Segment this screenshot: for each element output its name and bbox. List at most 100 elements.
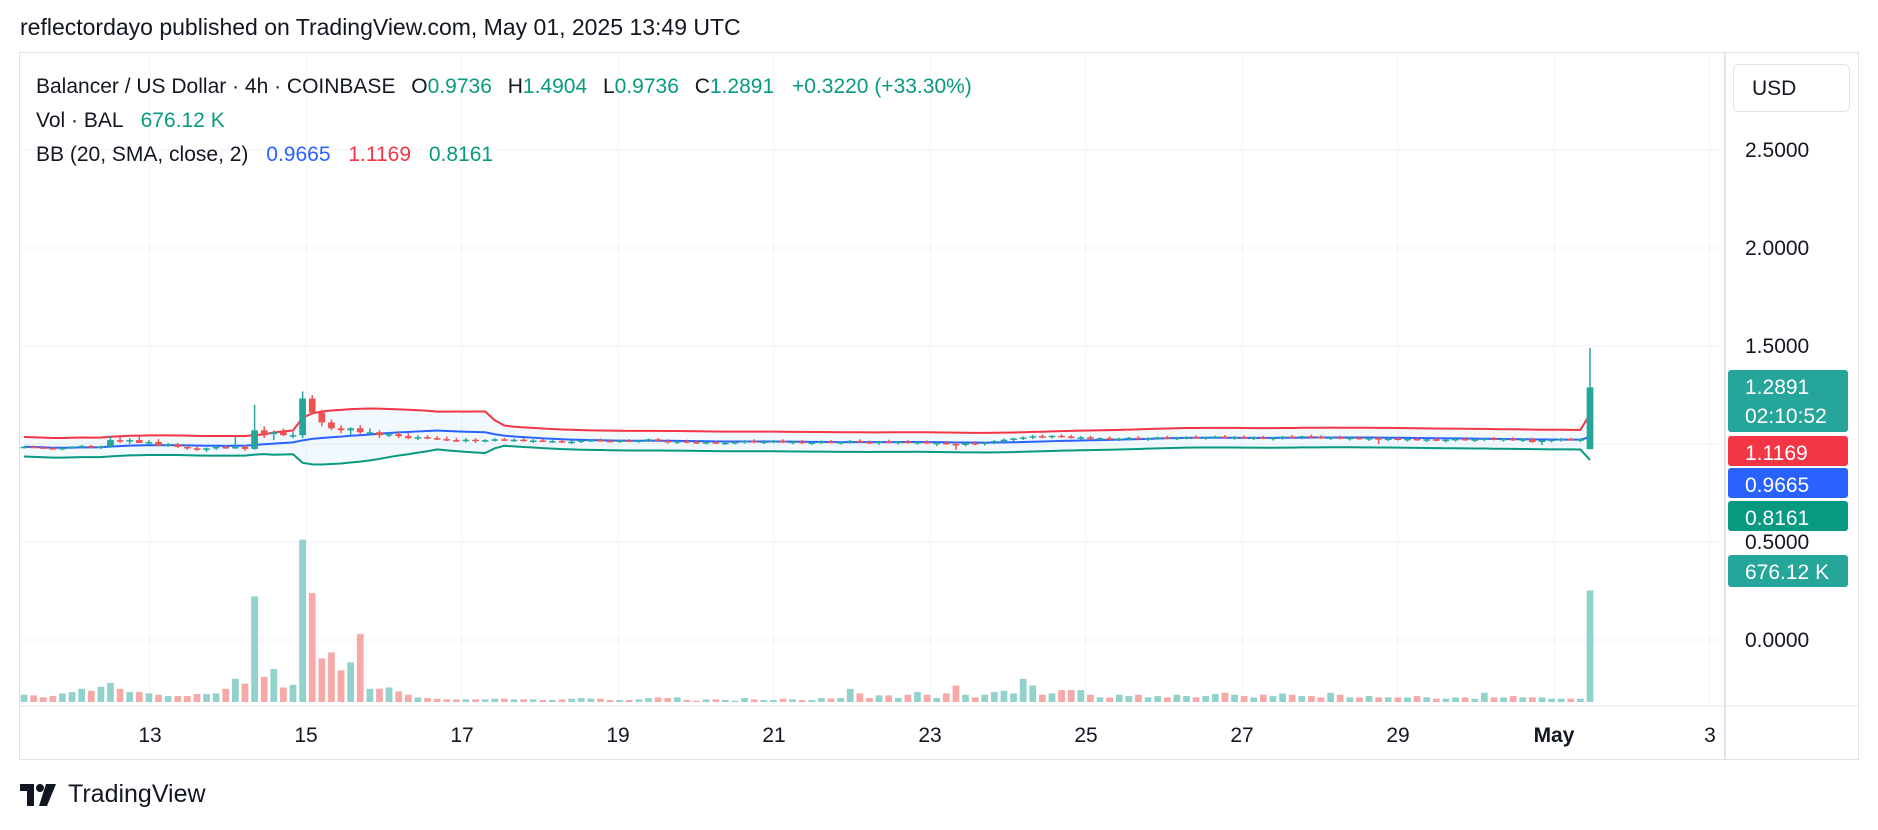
candle-body[interactable] bbox=[376, 432, 383, 436]
candle-body[interactable] bbox=[1173, 437, 1181, 440]
candle-body[interactable] bbox=[1452, 438, 1459, 441]
candle-body[interactable] bbox=[443, 439, 451, 441]
candle-body[interactable] bbox=[558, 441, 566, 443]
candle-body[interactable] bbox=[606, 440, 614, 443]
candle-body[interactable] bbox=[1135, 437, 1142, 440]
candle-body[interactable] bbox=[952, 444, 960, 446]
candle-body[interactable] bbox=[212, 446, 220, 449]
candle-body[interactable] bbox=[1365, 438, 1373, 440]
candle-body[interactable] bbox=[1384, 438, 1392, 441]
candle-body[interactable] bbox=[203, 448, 210, 450]
candle-body[interactable] bbox=[568, 441, 575, 444]
candle-body[interactable] bbox=[981, 442, 989, 444]
candle-body[interactable] bbox=[193, 448, 201, 450]
candle-body[interactable] bbox=[1183, 436, 1190, 439]
candle-body[interactable] bbox=[702, 442, 710, 444]
candle-body[interactable] bbox=[645, 439, 652, 441]
candle-body[interactable] bbox=[616, 440, 624, 442]
candle-body[interactable] bbox=[433, 438, 441, 440]
candle-body[interactable] bbox=[404, 436, 412, 439]
candle-body[interactable] bbox=[760, 441, 768, 444]
candle-body[interactable] bbox=[1557, 438, 1565, 441]
candle-body[interactable] bbox=[462, 439, 470, 442]
candle-body[interactable] bbox=[1221, 436, 1229, 439]
candle-body[interactable] bbox=[1269, 437, 1277, 440]
candle-body[interactable] bbox=[846, 440, 854, 443]
candle-body[interactable] bbox=[1567, 438, 1575, 441]
candle-body[interactable] bbox=[741, 441, 748, 443]
candle-body[interactable] bbox=[68, 446, 76, 449]
candle-body[interactable] bbox=[1471, 439, 1479, 441]
candle-body[interactable] bbox=[414, 437, 422, 439]
candle-body[interactable] bbox=[827, 441, 835, 444]
candle-body[interactable] bbox=[328, 422, 335, 429]
candle-body[interactable] bbox=[1125, 437, 1133, 440]
candle-body[interactable] bbox=[1115, 438, 1123, 441]
candle-body[interactable] bbox=[1538, 440, 1546, 443]
candle-body[interactable] bbox=[990, 441, 998, 443]
candle-body[interactable] bbox=[1058, 435, 1065, 438]
candle-body[interactable] bbox=[1250, 437, 1258, 439]
candle-body[interactable] bbox=[78, 445, 86, 448]
legend-symbol[interactable]: Balancer / US Dollar · 4h · COINBASE bbox=[36, 75, 396, 98]
candle-body[interactable] bbox=[1509, 438, 1517, 441]
candle-body[interactable] bbox=[808, 442, 816, 444]
candle-body[interactable] bbox=[1461, 438, 1469, 441]
candle-body[interactable] bbox=[30, 446, 37, 449]
candle-body[interactable] bbox=[424, 437, 431, 439]
candle-body[interactable] bbox=[1048, 435, 1056, 438]
candle-body[interactable] bbox=[1442, 439, 1450, 442]
candle-body[interactable] bbox=[549, 441, 556, 443]
candle-body[interactable] bbox=[308, 398, 316, 413]
candle-body[interactable] bbox=[818, 441, 825, 444]
candle-body[interactable] bbox=[145, 442, 153, 444]
candle-body[interactable] bbox=[1000, 439, 1008, 442]
candle-body[interactable] bbox=[625, 440, 633, 442]
legend-bb-label[interactable]: BB (20, SMA, close, 2) bbox=[36, 143, 249, 166]
candle-body[interactable] bbox=[1067, 436, 1075, 439]
candle-body[interactable] bbox=[933, 442, 941, 445]
candle-body[interactable] bbox=[97, 446, 105, 448]
candle-body[interactable] bbox=[1404, 438, 1411, 441]
candle-body[interactable] bbox=[654, 439, 662, 441]
candle-body[interactable] bbox=[1288, 436, 1296, 439]
candle-body[interactable] bbox=[971, 443, 979, 445]
candle-body[interactable] bbox=[49, 448, 57, 450]
candle-body[interactable] bbox=[395, 434, 403, 437]
candle-body[interactable] bbox=[1519, 439, 1527, 441]
candle-body[interactable] bbox=[270, 432, 278, 435]
candle-body[interactable] bbox=[356, 428, 364, 433]
candle-body[interactable] bbox=[914, 442, 921, 444]
candle-body[interactable] bbox=[155, 442, 162, 446]
candle-body[interactable] bbox=[135, 440, 143, 444]
candle-body[interactable] bbox=[1163, 437, 1171, 439]
candle-body[interactable] bbox=[875, 441, 883, 444]
candle-body[interactable] bbox=[1317, 436, 1325, 439]
candle-body[interactable] bbox=[231, 446, 239, 449]
candle-body[interactable] bbox=[1010, 438, 1017, 441]
candle-body[interactable] bbox=[116, 440, 124, 442]
candle-body[interactable] bbox=[770, 440, 777, 443]
candle-body[interactable] bbox=[366, 432, 374, 434]
legend-volume-label[interactable]: Vol · BAL bbox=[36, 109, 123, 132]
candle-body[interactable] bbox=[712, 442, 720, 444]
candle-body[interactable] bbox=[1346, 437, 1354, 440]
candle-body[interactable] bbox=[1019, 437, 1027, 439]
candle-body[interactable] bbox=[222, 446, 230, 449]
candle-body[interactable] bbox=[1259, 437, 1267, 439]
candle-body[interactable] bbox=[1394, 438, 1402, 441]
candle-body[interactable] bbox=[721, 442, 729, 445]
candle-body[interactable] bbox=[1413, 438, 1421, 441]
candle-body[interactable] bbox=[798, 441, 806, 444]
candle-body[interactable] bbox=[87, 445, 95, 448]
candle-body[interactable] bbox=[1480, 438, 1488, 441]
candle-body[interactable] bbox=[683, 441, 691, 443]
candle-body[interactable] bbox=[1077, 437, 1085, 439]
candle-body[interactable] bbox=[1548, 439, 1555, 442]
candle-body[interactable] bbox=[789, 441, 796, 444]
candle-body[interactable] bbox=[491, 439, 499, 441]
candle-body[interactable] bbox=[597, 440, 604, 442]
candle-body[interactable] bbox=[856, 440, 864, 443]
candle-body[interactable] bbox=[904, 441, 912, 444]
